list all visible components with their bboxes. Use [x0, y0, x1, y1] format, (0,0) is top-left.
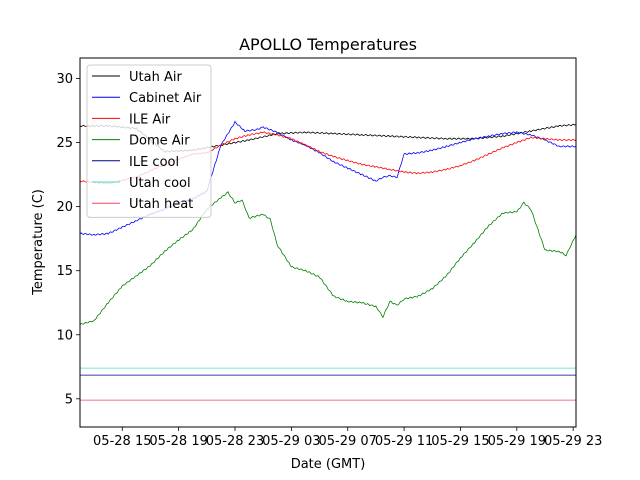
x-tick-label: 05-28 15	[93, 434, 151, 449]
legend-label: Cabinet Air	[129, 91, 202, 106]
x-tick-label: 05-29 15	[431, 434, 489, 449]
legend-label: Utah heat	[129, 197, 193, 212]
series-line-dome-air	[79, 191, 577, 325]
y-axis-label: Temperature (C)	[31, 189, 46, 296]
y-tick-label: 5	[65, 392, 73, 407]
x-tick-label: 05-29 19	[488, 434, 546, 449]
legend: Utah Air Cabinet Air ILE Air Dome Air ILE co…	[86, 64, 212, 218]
x-tick-label: 05-28 23	[206, 434, 264, 449]
legend-label: Utah cool	[129, 176, 191, 191]
legend-box	[86, 64, 212, 218]
legend-label: ILE Air	[129, 112, 171, 127]
x-tick-label: 05-29 07	[319, 434, 377, 449]
x-tick-label: 05-28 19	[149, 434, 207, 449]
legend-label: Utah Air	[129, 70, 182, 85]
y-tick-label: 10	[56, 328, 73, 343]
x-tick-label: 05-29 11	[375, 434, 433, 449]
x-tick-label: 05-29 03	[262, 434, 320, 449]
legend-label: Dome Air	[129, 134, 190, 149]
legend-label: ILE cool	[129, 155, 179, 170]
y-tick-label: 15	[56, 264, 73, 279]
y-tick-label: 25	[56, 136, 73, 151]
x-tick-label: 05-29 23	[544, 434, 602, 449]
y-tick-label: 30	[56, 72, 73, 87]
y-tick-label: 20	[56, 200, 73, 215]
plot-frame	[79, 57, 577, 428]
x-axis-label: Date (GMT)	[291, 457, 366, 472]
chart-title: APOLLO Temperatures	[239, 35, 417, 54]
